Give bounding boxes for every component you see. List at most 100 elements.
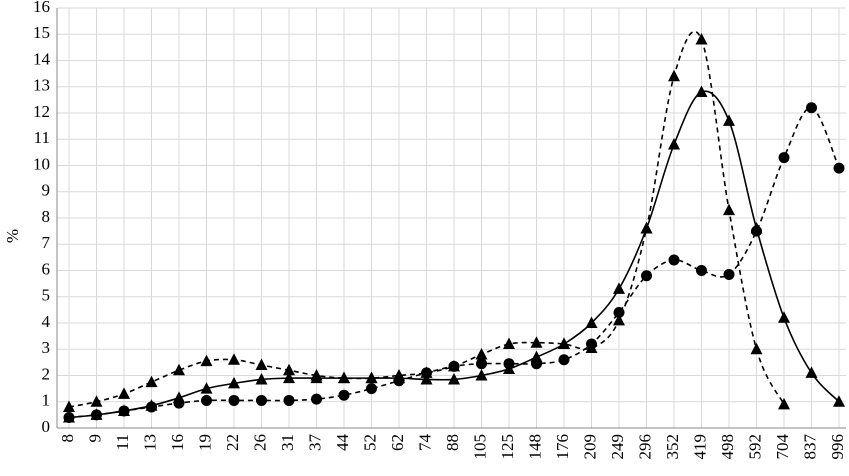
marker — [310, 369, 323, 381]
marker — [448, 372, 460, 385]
marker — [118, 387, 130, 399]
marker — [256, 394, 267, 406]
y-tick-label: 7 — [42, 233, 51, 252]
x-tick-label: 8 — [58, 434, 77, 443]
marker — [723, 268, 735, 280]
y-tick-label: 0 — [42, 417, 51, 436]
marker — [641, 270, 652, 282]
y-tick-label: 10 — [33, 154, 50, 173]
x-tick-label: 209 — [580, 434, 599, 460]
marker — [668, 69, 680, 82]
x-tick-label: 13 — [140, 434, 159, 451]
marker — [200, 382, 213, 394]
x-tick-label: 9 — [85, 434, 104, 443]
marker — [338, 371, 350, 384]
x-tick-label: 44 — [333, 434, 352, 452]
marker — [723, 203, 735, 216]
y-axis-label: % — [3, 229, 22, 243]
marker — [145, 375, 158, 388]
marker — [201, 394, 212, 406]
marker — [503, 337, 515, 349]
x-tick-label: 837 — [800, 434, 819, 460]
marker — [448, 360, 460, 372]
x-tick-label: 996 — [828, 434, 847, 460]
marker — [255, 358, 268, 370]
x-tick-label: 37 — [305, 434, 324, 452]
marker — [420, 372, 433, 385]
x-tick-label: 125 — [498, 434, 517, 460]
marker — [640, 222, 653, 234]
marker — [778, 311, 790, 323]
marker — [63, 412, 75, 423]
marker — [695, 33, 708, 45]
marker — [558, 337, 570, 349]
marker — [228, 394, 240, 406]
marker — [338, 389, 350, 401]
y-tick-label: 4 — [42, 312, 51, 331]
marker — [531, 358, 542, 370]
marker — [750, 342, 763, 355]
marker — [365, 371, 378, 384]
marker — [228, 376, 240, 389]
x-tick-label: 31 — [278, 434, 297, 451]
marker — [393, 375, 405, 387]
y-tick-label: 5 — [42, 286, 51, 305]
y-tick-label: 2 — [42, 364, 51, 383]
x-tick-label: 16 — [168, 434, 187, 451]
y-tick-label: 15 — [33, 23, 50, 42]
x-tick-label: 88 — [443, 434, 462, 451]
marker — [668, 138, 680, 150]
x-tick-label: 498 — [718, 434, 737, 460]
marker — [200, 354, 213, 367]
marker — [503, 358, 515, 370]
x-tick-label: 26 — [250, 434, 269, 451]
marker — [146, 401, 157, 413]
marker — [805, 366, 818, 378]
x-tick-label: 176 — [553, 434, 572, 460]
marker — [91, 409, 102, 421]
y-tick-label: 14 — [33, 49, 51, 68]
y-tick-label: 12 — [33, 102, 50, 121]
series-line — [68, 30, 785, 408]
y-tick-label: 11 — [34, 128, 50, 147]
marker — [806, 102, 817, 114]
marker — [695, 85, 708, 97]
marker — [586, 338, 597, 350]
marker — [475, 348, 488, 360]
marker — [173, 363, 185, 376]
y-tick-label: 3 — [42, 338, 51, 357]
marker — [613, 282, 625, 294]
y-tick-label: 6 — [42, 259, 51, 278]
y-tick-label: 1 — [42, 391, 51, 410]
marker — [63, 400, 75, 412]
marker — [613, 313, 625, 326]
y-tick-label: 13 — [33, 76, 50, 95]
marker — [530, 336, 543, 348]
x-tick-label: 352 — [663, 434, 682, 460]
x-tick-label: 419 — [690, 434, 709, 460]
x-tick-label: 105 — [470, 434, 489, 460]
grid — [57, 7, 846, 429]
marker — [778, 397, 790, 410]
y-tick-label: 16 — [33, 0, 50, 16]
x-tick-label: 52 — [360, 434, 379, 451]
x-tick-label: 296 — [635, 434, 654, 460]
x-tick-label: 19 — [195, 434, 214, 451]
marker — [476, 358, 487, 370]
marker — [778, 152, 790, 164]
marker — [723, 114, 735, 126]
x-tick-label: 11 — [113, 434, 132, 450]
x-tick-label: 148 — [525, 434, 544, 460]
x-tick-label: 22 — [223, 434, 242, 451]
marker — [173, 397, 185, 409]
x-tick-label: 74 — [415, 434, 434, 452]
marker — [833, 395, 845, 407]
x-tick-label: 249 — [608, 434, 627, 460]
marker — [613, 307, 625, 318]
x-tick-label: 62 — [388, 434, 407, 451]
marker — [90, 395, 103, 407]
marker — [833, 162, 845, 174]
y-tick-label: 8 — [42, 207, 51, 226]
marker — [228, 353, 240, 365]
